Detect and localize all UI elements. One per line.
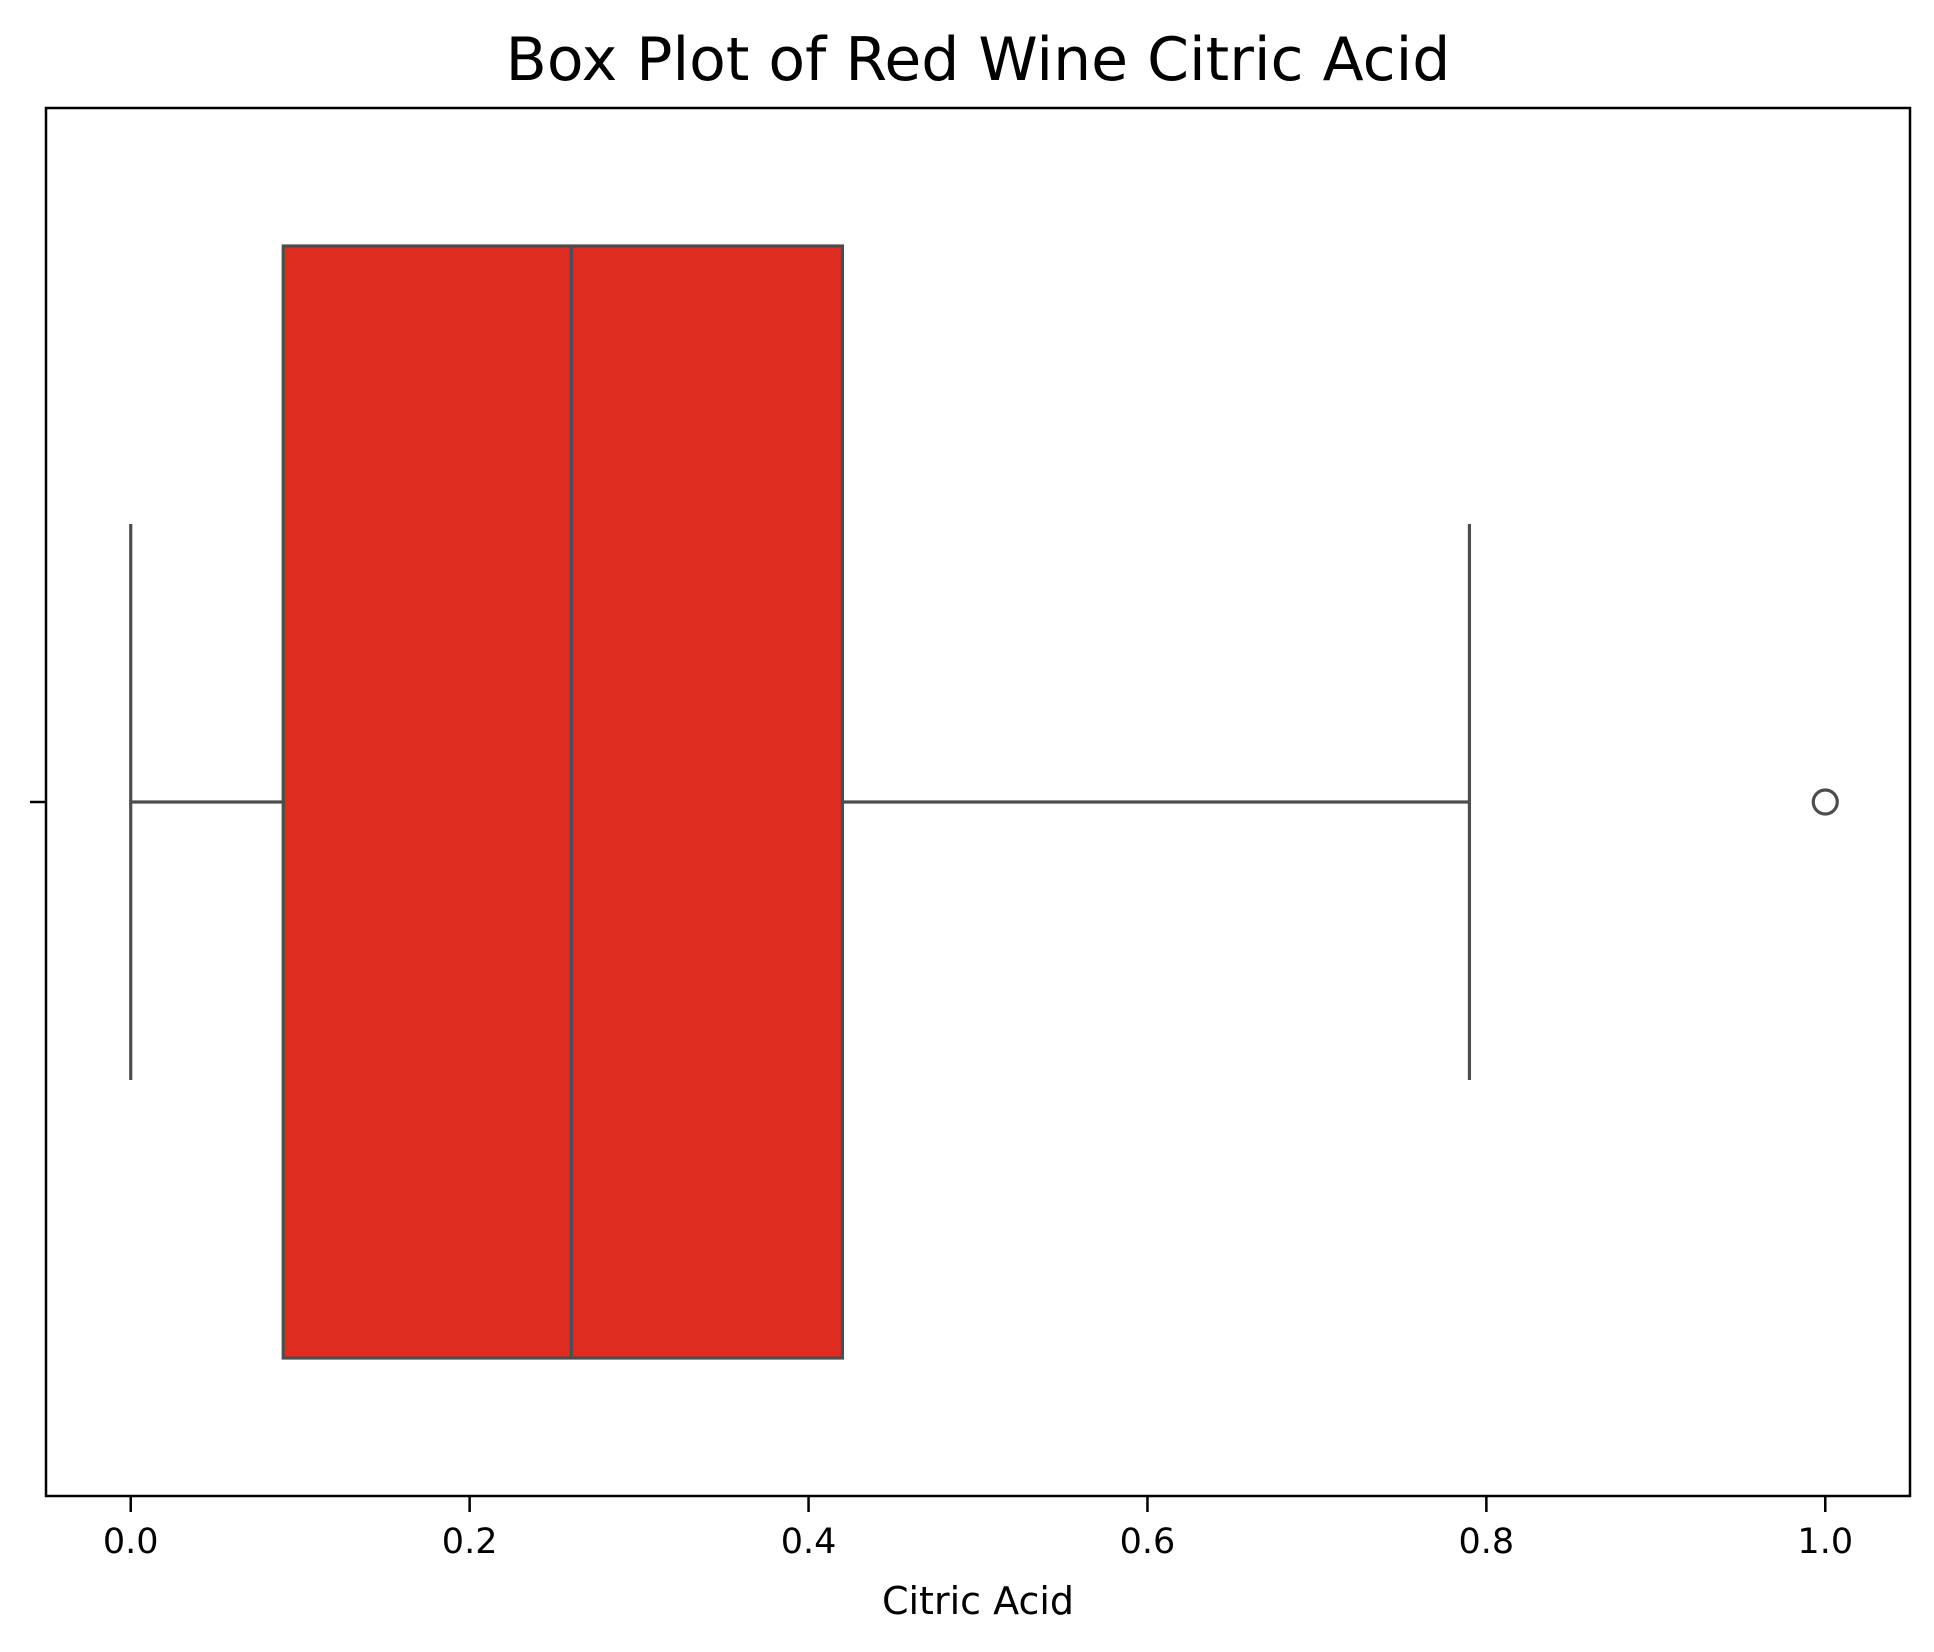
- interquartile-box: [281, 244, 845, 1360]
- x-axis-ticks: 0.0 0.2 0.4 0.6 0.8 1.0: [103, 1496, 1853, 1562]
- x-axis-label: Citric Acid: [882, 1579, 1074, 1623]
- x-tick-label: 1.0: [1797, 1522, 1853, 1562]
- x-tick-label: 0.8: [1459, 1522, 1515, 1562]
- x-tick-label: 0.4: [781, 1522, 837, 1562]
- chart-title: Box Plot of Red Wine Citric Acid: [506, 25, 1451, 95]
- x-tick-label: 0.0: [103, 1522, 159, 1562]
- outlier-point: [1811, 788, 1839, 816]
- x-tick-label: 0.6: [1120, 1522, 1176, 1562]
- x-tick-label: 0.2: [442, 1522, 498, 1562]
- box-plot-marks: [129, 244, 1839, 1360]
